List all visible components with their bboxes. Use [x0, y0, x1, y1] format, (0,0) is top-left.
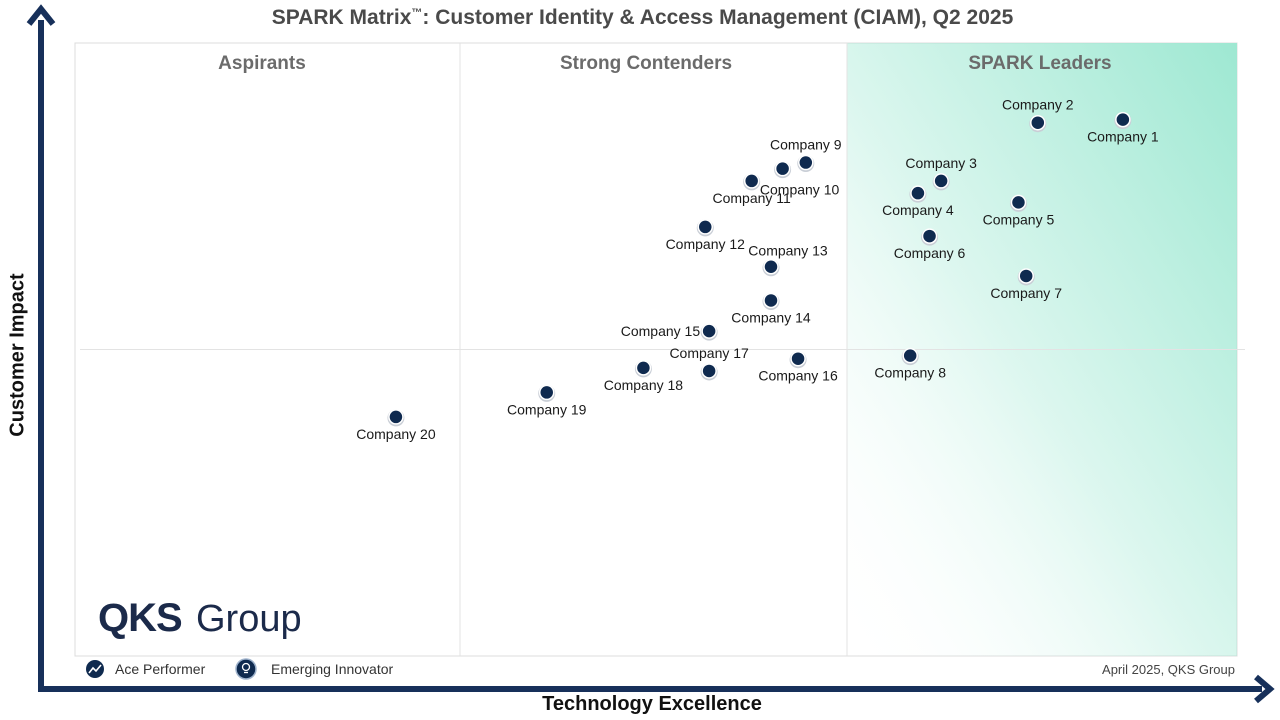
point-label: Company 13	[748, 243, 828, 259]
trend-up-icon	[86, 660, 104, 678]
point-marker	[763, 258, 779, 275]
point-marker	[790, 350, 806, 367]
point-marker	[1115, 111, 1131, 128]
data-point-company-9: Company 9	[770, 137, 842, 173]
legend-emerging-innovator: Emerging Innovator	[271, 661, 394, 677]
data-point-company-15: Company 15	[621, 323, 718, 341]
point-label: Company 11	[712, 190, 791, 206]
point-label: Company 12	[666, 236, 746, 252]
point-marker	[798, 154, 814, 171]
data-point-company-19: Company 19	[507, 384, 587, 417]
data-point-company-16: Company 16	[758, 350, 838, 384]
point-marker	[701, 323, 717, 339]
points-layer: Company 1 Company 2 Company 3 Company 4 Comp…	[356, 97, 1159, 442]
svg-text:Group: Group	[196, 598, 302, 640]
point-label: Company 2	[1002, 97, 1074, 113]
data-point-company-8: Company 8	[874, 347, 946, 381]
data-point-company-13: Company 13	[748, 243, 828, 277]
point-marker	[910, 185, 926, 201]
point-marker	[701, 363, 717, 379]
point-label: Company 14	[731, 309, 811, 325]
data-point-company-3: Company 3	[905, 155, 977, 191]
data-point-company-6: Company 6	[894, 228, 966, 261]
point-label: Company 18	[604, 377, 684, 393]
point-marker	[902, 347, 918, 364]
point-label: Company 10	[760, 182, 840, 198]
point-marker	[921, 228, 938, 244]
data-point-company-17: Company 17	[669, 345, 749, 381]
legend: Ace Performer Emerging Innovator	[86, 658, 394, 680]
data-point-company-7: Company 7	[990, 268, 1062, 301]
point-label: Company 15	[621, 323, 701, 339]
data-point-company-14: Company 14	[731, 292, 811, 325]
point-marker	[1018, 268, 1034, 284]
footer-date-source: April 2025, QKS Group	[1102, 662, 1235, 677]
data-point-company-5: Company 5	[983, 194, 1055, 227]
quadrant-label-aspirants: Aspirants	[218, 53, 306, 74]
data-point-company-12: Company 12	[666, 219, 746, 252]
y-axis	[26, 4, 56, 689]
point-marker	[538, 384, 555, 401]
data-point-company-20: Company 20	[356, 409, 436, 442]
point-marker	[933, 173, 949, 189]
data-point-company-4: Company 4	[882, 185, 954, 218]
point-marker	[743, 173, 760, 189]
point-marker	[635, 360, 652, 376]
x-axis	[38, 674, 1275, 704]
data-point-company-10: Company 10	[760, 160, 840, 198]
point-marker	[763, 292, 779, 309]
point-label: Company 1	[1087, 129, 1159, 145]
point-label: Company 6	[894, 245, 966, 261]
data-point-company-2: Company 2	[1002, 97, 1074, 133]
quadrant-label-spark-leaders: SPARK Leaders	[968, 53, 1111, 74]
x-axis-label: Technology Excellence	[542, 693, 762, 715]
svg-text:QKS: QKS	[98, 596, 182, 640]
point-label: Company 20	[356, 426, 436, 442]
point-marker	[697, 219, 714, 235]
point-marker	[774, 160, 791, 177]
data-point-company-18: Company 18	[604, 360, 684, 393]
point-marker	[1010, 194, 1027, 211]
point-label: Company 5	[983, 211, 1055, 227]
point-label: Company 7	[990, 285, 1062, 301]
point-label: Company 8	[874, 365, 946, 381]
quadrant-label-strong-contenders: Strong Contenders	[560, 53, 732, 74]
legend-ace-performer: Ace Performer	[115, 661, 206, 677]
point-marker	[388, 409, 404, 425]
lightbulb-icon	[235, 658, 257, 680]
point-marker	[1030, 114, 1046, 131]
point-label: Company 3	[905, 155, 977, 171]
chart-title: SPARK Matrix™: Customer Identity & Acces…	[271, 6, 1014, 29]
point-label: Company 16	[758, 368, 838, 384]
data-point-company-11: Company 11	[712, 173, 791, 206]
point-label: Company 4	[882, 202, 954, 218]
point-label: Company 17	[669, 345, 749, 361]
y-axis-label: Customer Impact	[6, 273, 29, 437]
point-label: Company 9	[770, 137, 842, 153]
data-point-company-1: Company 1	[1087, 111, 1159, 145]
qks-group-logo: QKS Group	[98, 596, 302, 640]
point-label: Company 19	[507, 401, 587, 417]
